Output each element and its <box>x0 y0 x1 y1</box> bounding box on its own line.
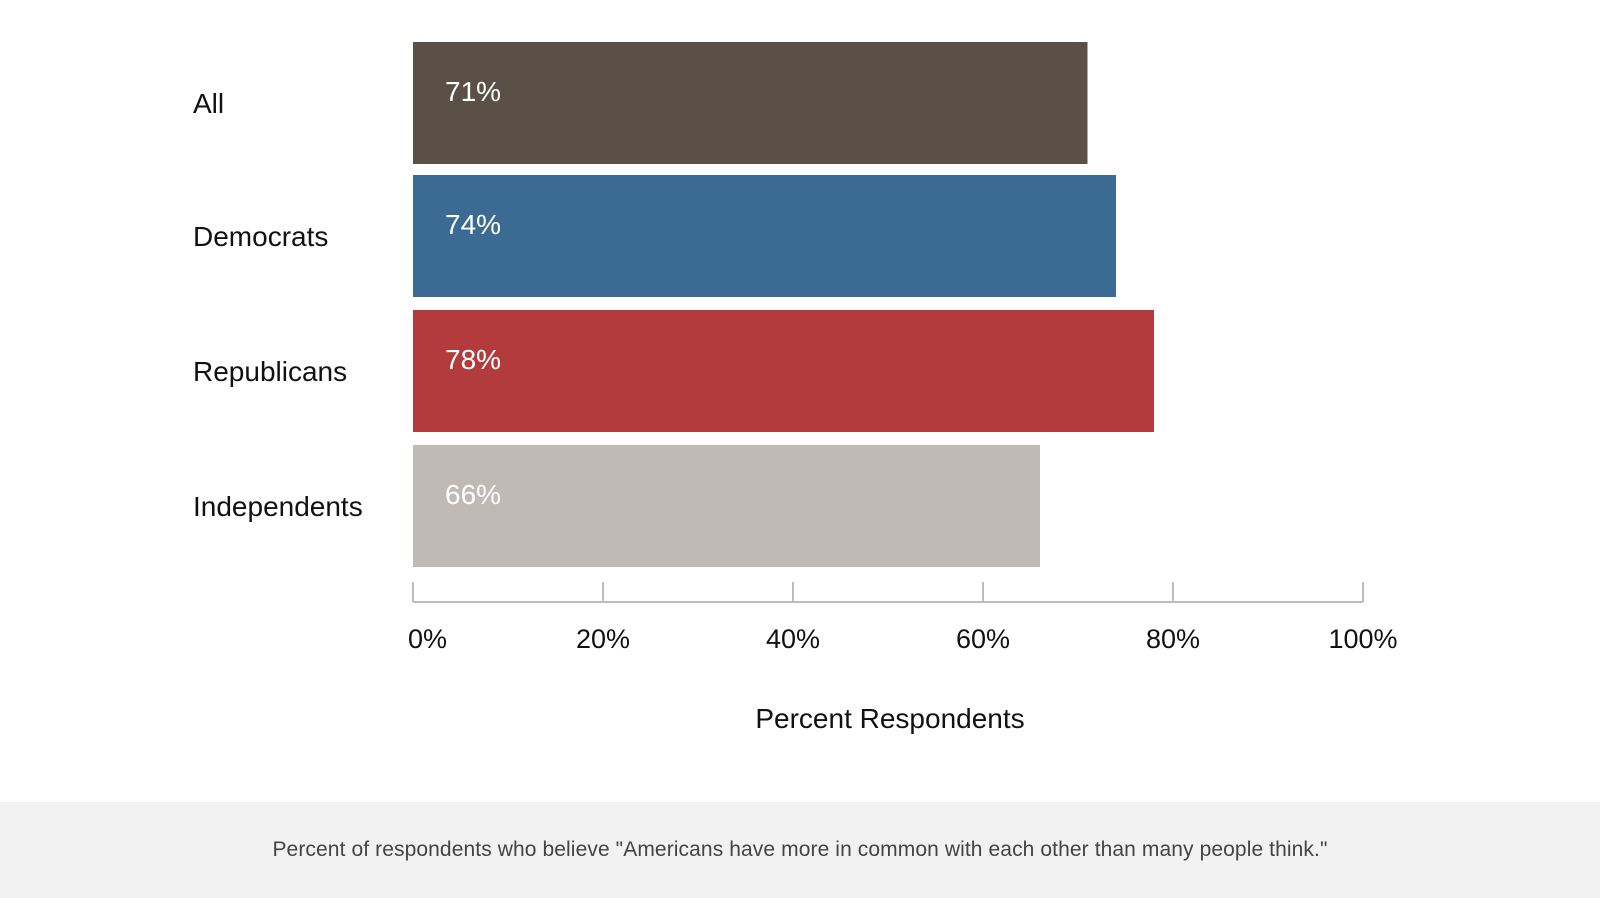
bar-value-label-democrats: 74% <box>445 209 501 240</box>
bar-independents <box>413 445 1040 567</box>
x-axis: 0% 20% 40% 60% 80% 100% <box>408 582 1398 654</box>
x-tick-label-80: 80% <box>1146 624 1200 654</box>
category-label-independents: Independents <box>193 491 363 522</box>
bar-republicans <box>413 310 1154 432</box>
bar-value-labels: 71% 74% 78% 66% <box>445 76 501 510</box>
category-label-democrats: Democrats <box>193 221 328 252</box>
bar-value-label-republicans: 78% <box>445 344 501 375</box>
x-tick-label-0: 0% <box>408 624 447 654</box>
chart-area: All Democrats Republicans Independents 71% 7… <box>193 42 1398 734</box>
bar-value-label-all: 71% <box>445 76 501 107</box>
bar-value-label-independents: 66% <box>445 479 501 510</box>
chart-caption: Percent of respondents who believe "Amer… <box>272 838 1328 861</box>
x-axis-title: Percent Respondents <box>755 703 1024 734</box>
category-labels: All Democrats Republicans Independents <box>193 88 363 522</box>
category-label-republicans: Republicans <box>193 356 347 387</box>
caption-bar: Percent of respondents who believe "Amer… <box>0 802 1600 898</box>
bars-layer <box>413 42 1154 567</box>
bar-all <box>413 42 1088 164</box>
category-label-all: All <box>193 88 224 119</box>
x-tick-label-40: 40% <box>766 624 820 654</box>
x-tick-label-60: 60% <box>956 624 1010 654</box>
bar-democrats <box>413 175 1116 297</box>
x-tick-label-100: 100% <box>1328 624 1397 654</box>
x-tick-label-20: 20% <box>576 624 630 654</box>
